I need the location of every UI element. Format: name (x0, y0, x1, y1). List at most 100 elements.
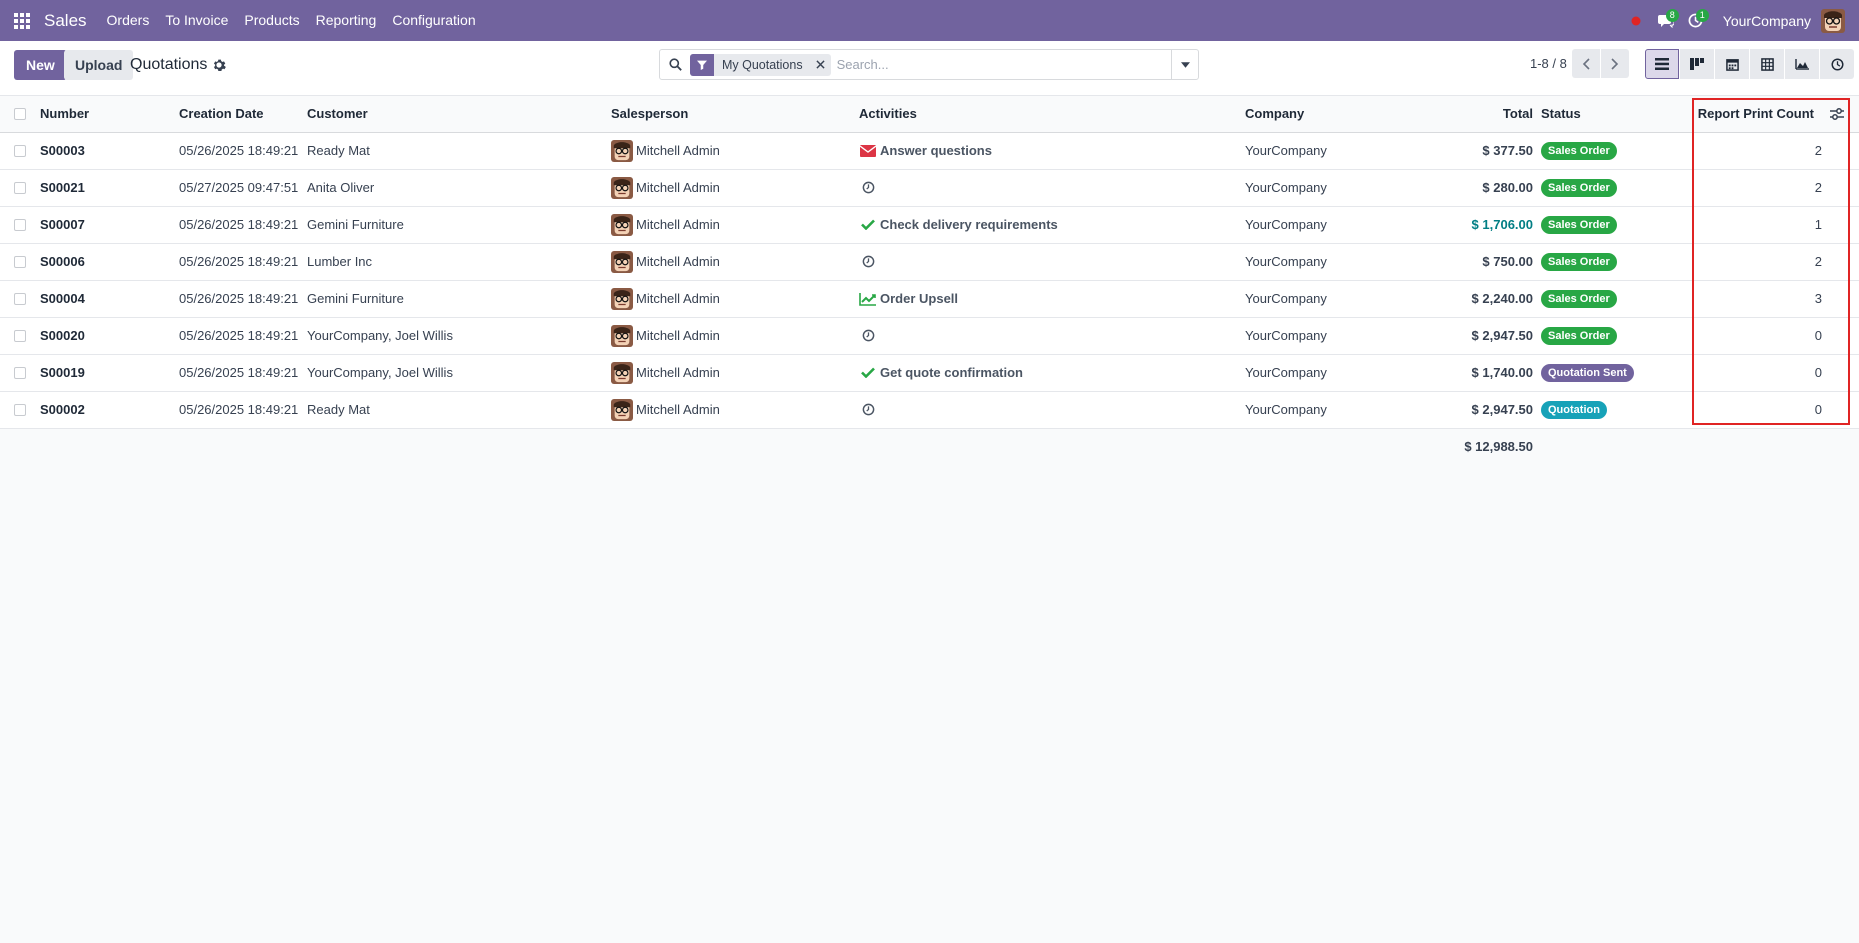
row-checkbox[interactable] (14, 292, 26, 305)
header-salesperson[interactable]: Salesperson (611, 96, 859, 133)
cell-status[interactable]: Sales Order (1541, 132, 1689, 169)
cell-report-print-count[interactable]: 3 (1814, 291, 1822, 306)
cell-number[interactable]: S00004 (40, 291, 85, 306)
cell-customer[interactable]: Ready Mat (307, 143, 370, 158)
cell-creation-date[interactable]: 05/26/2025 18:49:21 (179, 402, 299, 417)
user-avatar[interactable] (1821, 8, 1845, 33)
cell-number[interactable]: S00006 (40, 254, 85, 269)
row-checkbox[interactable] (14, 366, 26, 379)
cell-total[interactable]: $ 1,706.00 (1471, 217, 1533, 232)
clock-icon[interactable] (859, 179, 877, 197)
cell-total[interactable]: $ 2,240.00 (1471, 291, 1533, 306)
row-checkbox[interactable] (14, 403, 26, 416)
row-select-cell[interactable] (0, 132, 40, 169)
cell-number[interactable]: S00019 (40, 365, 85, 380)
row-checkbox[interactable] (14, 255, 26, 268)
menu-to-invoice[interactable]: To Invoice (165, 12, 229, 28)
cell-company[interactable]: YourCompany (1245, 291, 1327, 306)
avatar[interactable] (611, 398, 633, 421)
cell-salesperson[interactable]: Mitchell Admin (611, 317, 859, 354)
cell-report-print-count[interactable]: 2 (1814, 254, 1822, 269)
cell-total[interactable]: $ 280.00 (1482, 180, 1533, 195)
cell-customer[interactable]: YourCompany, Joel Willis (307, 365, 453, 380)
list-view-button[interactable] (1645, 49, 1679, 79)
table-row[interactable]: S00004 05/26/2025 18:49:21 Gemini Furnitur… (0, 280, 1859, 317)
cell-customer[interactable]: Lumber Inc (307, 254, 373, 269)
avatar[interactable] (611, 324, 633, 347)
company-switcher[interactable]: YourCompany (1722, 12, 1811, 29)
header-total[interactable]: Total (1379, 96, 1533, 133)
activity-summary[interactable]: Answer questions (880, 143, 992, 158)
header-creation-date[interactable]: Creation Date (179, 96, 307, 133)
row-select-cell[interactable] (0, 169, 40, 206)
activity-view-button[interactable] (1820, 49, 1854, 79)
cell-company[interactable]: YourCompany (1245, 402, 1327, 417)
calendar-view-button[interactable] (1715, 49, 1749, 79)
check-icon[interactable] (859, 216, 877, 234)
select-all-checkbox[interactable] (14, 107, 26, 120)
cell-salesperson[interactable]: Mitchell Admin (611, 206, 859, 243)
cell-salesperson[interactable]: Mitchell Admin (611, 169, 859, 206)
new-button[interactable]: New (14, 50, 67, 80)
cell-salesperson[interactable]: Mitchell Admin (611, 280, 859, 317)
avatar[interactable] (611, 250, 633, 273)
cell-creation-date[interactable]: 05/27/2025 09:47:51 (179, 180, 299, 195)
header-customer[interactable]: Customer (307, 96, 611, 133)
table-row[interactable]: S00019 05/26/2025 18:49:21 YourCompany, Jo… (0, 354, 1859, 391)
cell-activities[interactable]: Answer questions (859, 132, 1245, 169)
optional-columns-toggle-icon[interactable] (1829, 107, 1845, 121)
row-select-cell[interactable] (0, 391, 40, 428)
cell-customer[interactable]: Gemini Furniture (307, 291, 404, 306)
search-icon[interactable] (660, 50, 690, 79)
gear-icon[interactable] (212, 58, 226, 72)
cell-number[interactable]: S00003 (40, 143, 85, 158)
header-status[interactable]: Status (1541, 96, 1689, 133)
row-checkbox[interactable] (14, 329, 26, 342)
recording-indicator-icon[interactable] (1621, 0, 1651, 41)
cell-creation-date[interactable]: 05/26/2025 18:49:21 (179, 217, 299, 232)
cell-status[interactable]: Quotation (1541, 391, 1689, 428)
cell-activities[interactable] (859, 317, 1245, 354)
cell-status[interactable]: Sales Order (1541, 280, 1689, 317)
cell-company[interactable]: YourCompany (1245, 143, 1327, 158)
cell-creation-date[interactable]: 05/26/2025 18:49:21 (179, 254, 299, 269)
cell-activities[interactable] (859, 391, 1245, 428)
upload-button[interactable]: Upload (64, 50, 134, 80)
avatar[interactable] (611, 176, 633, 199)
cell-company[interactable]: YourCompany (1245, 328, 1327, 343)
cell-salesperson[interactable]: Mitchell Admin (611, 391, 859, 428)
pager-next-button[interactable] (1601, 49, 1629, 78)
cell-total[interactable]: $ 2,947.50 (1471, 328, 1533, 343)
cell-company[interactable]: YourCompany (1245, 180, 1327, 195)
clock-icon[interactable] (859, 327, 877, 345)
pivot-view-button[interactable] (1750, 49, 1784, 79)
cell-activities[interactable]: Check delivery requirements (859, 206, 1245, 243)
table-row[interactable]: S00020 05/26/2025 18:49:21 YourCompany, Jo… (0, 317, 1859, 354)
envelope-icon[interactable] (859, 142, 877, 160)
cell-customer[interactable]: Gemini Furniture (307, 217, 404, 232)
row-select-cell[interactable] (0, 280, 40, 317)
header-company[interactable]: Company (1245, 96, 1379, 133)
cell-creation-date[interactable]: 05/26/2025 18:49:21 (179, 143, 299, 158)
row-select-cell[interactable] (0, 243, 40, 280)
cell-salesperson[interactable]: Mitchell Admin (611, 132, 859, 169)
pager-previous-button[interactable] (1572, 49, 1600, 78)
clock-icon[interactable] (859, 253, 877, 271)
activities-button[interactable]: 1 (1681, 0, 1711, 41)
cell-number[interactable]: S00021 (40, 180, 85, 195)
cell-report-print-count[interactable]: 2 (1814, 143, 1822, 158)
clock-icon[interactable] (859, 401, 877, 419)
graph-view-button[interactable] (1785, 49, 1819, 79)
cell-customer[interactable]: YourCompany, Joel Willis (307, 328, 453, 343)
cell-company[interactable]: YourCompany (1245, 365, 1327, 380)
row-checkbox[interactable] (14, 218, 26, 231)
cell-creation-date[interactable]: 05/26/2025 18:49:21 (179, 365, 299, 380)
messages-button[interactable]: 8 (1651, 0, 1681, 41)
activity-summary[interactable]: Get quote confirmation (880, 365, 1023, 380)
header-report-print-count[interactable]: Report Print Count (1689, 96, 1859, 133)
cell-status[interactable]: Sales Order (1541, 317, 1689, 354)
activity-summary[interactable]: Check delivery requirements (880, 217, 1058, 232)
avatar[interactable] (611, 213, 633, 236)
cell-status[interactable]: Sales Order (1541, 243, 1689, 280)
row-select-cell[interactable] (0, 354, 40, 391)
